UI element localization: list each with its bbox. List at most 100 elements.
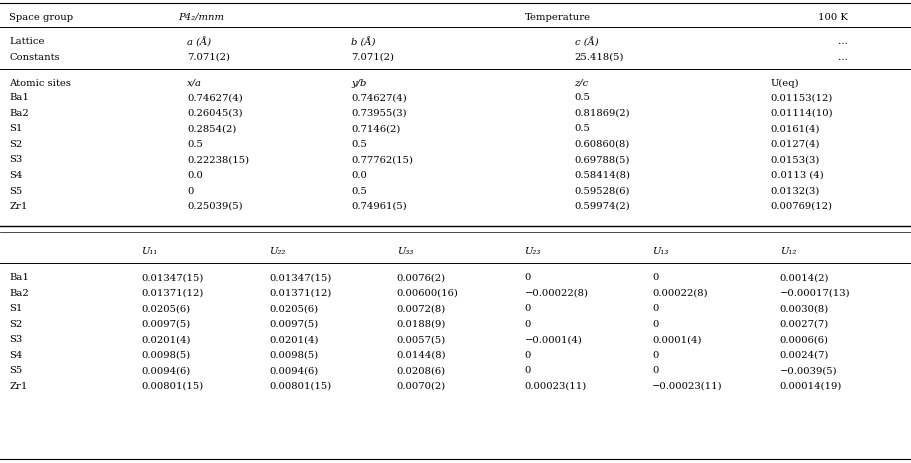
- Text: 0.0201(4): 0.0201(4): [141, 335, 190, 344]
- Text: U(eq): U(eq): [770, 78, 798, 88]
- Text: −0.0039(5): −0.0039(5): [779, 366, 836, 375]
- Text: 0.60860(8): 0.60860(8): [574, 140, 630, 149]
- Text: Zr1: Zr1: [9, 381, 27, 390]
- Text: 0.0027(7): 0.0027(7): [779, 319, 828, 328]
- Text: c (Å): c (Å): [574, 37, 598, 47]
- Text: Atomic sites: Atomic sites: [9, 78, 71, 88]
- Text: 0.77762(15): 0.77762(15): [351, 155, 413, 164]
- Text: −0.0001(4): −0.0001(4): [524, 335, 581, 344]
- Text: U₁₂: U₁₂: [779, 247, 795, 256]
- Text: Space group: Space group: [9, 13, 73, 21]
- Text: Ba1: Ba1: [9, 94, 29, 102]
- Text: 0.0076(2): 0.0076(2): [396, 273, 445, 282]
- Text: 0.00769(12): 0.00769(12): [770, 201, 832, 211]
- Text: 0: 0: [651, 273, 658, 282]
- Text: 0.0070(2): 0.0070(2): [396, 381, 445, 390]
- Text: 0.0113 (4): 0.0113 (4): [770, 171, 823, 180]
- Text: 0.81869(2): 0.81869(2): [574, 109, 630, 118]
- Text: …: …: [837, 38, 847, 46]
- Text: x/a: x/a: [187, 78, 201, 88]
- Text: z/c: z/c: [574, 78, 589, 88]
- Text: 0.01371(12): 0.01371(12): [269, 288, 331, 297]
- Text: 0.0094(6): 0.0094(6): [269, 366, 318, 375]
- Text: 0.58414(8): 0.58414(8): [574, 171, 630, 180]
- Text: a (Å): a (Å): [187, 37, 210, 47]
- Text: 0.01347(15): 0.01347(15): [141, 273, 203, 282]
- Text: 0.0030(8): 0.0030(8): [779, 304, 828, 313]
- Text: 0.0006(6): 0.0006(6): [779, 335, 828, 344]
- Text: 0: 0: [524, 319, 530, 328]
- Text: 0: 0: [651, 304, 658, 313]
- Text: P4₂/mnm: P4₂/mnm: [178, 13, 223, 21]
- Text: S1: S1: [9, 124, 23, 133]
- Text: 0.0098(5): 0.0098(5): [141, 350, 190, 359]
- Text: S5: S5: [9, 186, 23, 195]
- Text: 0.69788(5): 0.69788(5): [574, 155, 630, 164]
- Text: U₁₃: U₁₃: [651, 247, 668, 256]
- Text: 0.74627(4): 0.74627(4): [187, 94, 242, 102]
- Text: 0.59528(6): 0.59528(6): [574, 186, 630, 195]
- Text: 0: 0: [524, 304, 530, 313]
- Text: 0.7146(2): 0.7146(2): [351, 124, 400, 133]
- Text: 0.5: 0.5: [351, 186, 366, 195]
- Text: 0.01114(10): 0.01114(10): [770, 109, 833, 118]
- Text: S2: S2: [9, 140, 23, 149]
- Text: 0: 0: [187, 186, 193, 195]
- Text: 0.0097(5): 0.0097(5): [269, 319, 318, 328]
- Text: 25.418(5): 25.418(5): [574, 52, 623, 62]
- Text: S4: S4: [9, 171, 23, 180]
- Text: 0.0205(6): 0.0205(6): [269, 304, 318, 313]
- Text: y/b: y/b: [351, 78, 366, 88]
- Text: 0.2854(2): 0.2854(2): [187, 124, 236, 133]
- Text: 0.01371(12): 0.01371(12): [141, 288, 203, 297]
- Text: 0.0057(5): 0.0057(5): [396, 335, 445, 344]
- Text: Ba2: Ba2: [9, 109, 29, 118]
- Text: Temperature: Temperature: [524, 13, 590, 21]
- Text: 0.0072(8): 0.0072(8): [396, 304, 445, 313]
- Text: Ba1: Ba1: [9, 273, 29, 282]
- Text: 0: 0: [524, 273, 530, 282]
- Text: 0.0001(4): 0.0001(4): [651, 335, 701, 344]
- Text: 0.00600(16): 0.00600(16): [396, 288, 458, 297]
- Text: Ba2: Ba2: [9, 288, 29, 297]
- Text: 0.26045(3): 0.26045(3): [187, 109, 242, 118]
- Text: −0.00017(13): −0.00017(13): [779, 288, 849, 297]
- Text: 100 K: 100 K: [817, 13, 847, 21]
- Text: 0.0188(9): 0.0188(9): [396, 319, 445, 328]
- Text: 0: 0: [651, 350, 658, 359]
- Text: 0.00022(8): 0.00022(8): [651, 288, 707, 297]
- Text: 0: 0: [524, 366, 530, 375]
- Text: 0.00023(11): 0.00023(11): [524, 381, 586, 390]
- Text: 0.5: 0.5: [351, 140, 366, 149]
- Text: 0.0024(7): 0.0024(7): [779, 350, 828, 359]
- Text: −0.00023(11): −0.00023(11): [651, 381, 722, 390]
- Text: 0.25039(5): 0.25039(5): [187, 201, 242, 211]
- Text: 0.0201(4): 0.0201(4): [269, 335, 318, 344]
- Text: Zr1: Zr1: [9, 201, 27, 211]
- Text: 0.0: 0.0: [351, 171, 366, 180]
- Text: 0.74961(5): 0.74961(5): [351, 201, 406, 211]
- Text: S3: S3: [9, 155, 23, 164]
- Text: 0.00014(19): 0.00014(19): [779, 381, 841, 390]
- Text: S5: S5: [9, 366, 23, 375]
- Text: 0.0205(6): 0.0205(6): [141, 304, 190, 313]
- Text: U₁₁: U₁₁: [141, 247, 158, 256]
- Text: 0.0: 0.0: [187, 171, 202, 180]
- Text: 0.22238(15): 0.22238(15): [187, 155, 249, 164]
- Text: 0.00801(15): 0.00801(15): [141, 381, 203, 390]
- Text: 0.0208(6): 0.0208(6): [396, 366, 445, 375]
- Text: 0: 0: [651, 366, 658, 375]
- Text: U₂₃: U₂₃: [524, 247, 540, 256]
- Text: 0.74627(4): 0.74627(4): [351, 94, 406, 102]
- Text: −0.00022(8): −0.00022(8): [524, 288, 588, 297]
- Text: S3: S3: [9, 335, 23, 344]
- Text: 0.0144(8): 0.0144(8): [396, 350, 445, 359]
- Text: 0: 0: [524, 350, 530, 359]
- Text: S1: S1: [9, 304, 23, 313]
- Text: 7.071(2): 7.071(2): [187, 52, 230, 62]
- Text: 0.5: 0.5: [187, 140, 202, 149]
- Text: b (Å): b (Å): [351, 37, 375, 47]
- Text: 7.071(2): 7.071(2): [351, 52, 394, 62]
- Text: U₃₃: U₃₃: [396, 247, 413, 256]
- Text: 0.00801(15): 0.00801(15): [269, 381, 331, 390]
